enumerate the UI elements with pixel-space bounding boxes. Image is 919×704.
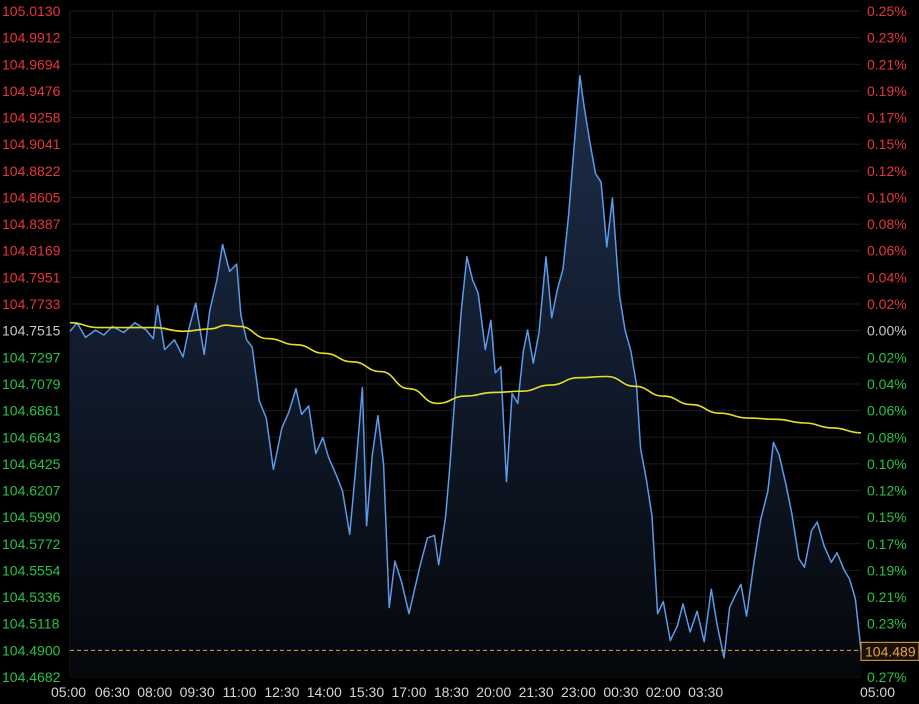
- right-axis-tick-6: 0.12%: [867, 163, 907, 179]
- left-axis-tick-14: 104.7079: [2, 376, 61, 392]
- right-axis-tick-1: 0.23%: [867, 30, 907, 46]
- left-axis-tick-13: 104.7297: [2, 349, 61, 365]
- x-axis-tick-7: 15:30: [349, 684, 384, 700]
- price-line: [69, 75, 862, 659]
- x-axis-tick-10: 20:00: [476, 684, 511, 700]
- left-axis-tick-3: 104.9476: [2, 83, 61, 99]
- x-axis-tick-4: 11:00: [223, 684, 257, 700]
- right-axis-tick-5: 0.15%: [867, 136, 907, 152]
- x-axis-tick-15: 03:30: [688, 684, 723, 700]
- x-axis-tick-0: 05:00: [51, 684, 86, 700]
- right-axis-tick-25: 0.27%: [867, 669, 907, 685]
- right-axis-tick-10: 0.04%: [867, 269, 907, 285]
- right-axis-tick-22: 0.21%: [867, 589, 907, 605]
- left-axis-tick-6: 104.8822: [2, 163, 61, 179]
- left-axis-tick-9: 104.8169: [2, 243, 61, 259]
- right-axis-tick-11: 0.02%: [867, 296, 907, 312]
- right-axis-tick-18: 0.12%: [867, 483, 907, 499]
- x-axis-tick-16: 05:00: [860, 684, 895, 700]
- right-axis-tick-17: 0.10%: [867, 456, 907, 472]
- right-axis-tick-12: 0.00%: [867, 323, 907, 339]
- left-axis-tick-15: 104.6861: [2, 403, 61, 419]
- right-axis-tick-7: 0.10%: [867, 189, 907, 205]
- left-axis-tick-24: 104.4900: [2, 642, 61, 658]
- right-axis-tick-13: 0.02%: [867, 349, 907, 365]
- x-axis-tick-5: 12:30: [264, 684, 299, 700]
- x-axis-tick-14: 02:00: [646, 684, 681, 700]
- x-axis-tick-2: 08:00: [137, 684, 172, 700]
- right-axis-tick-9: 0.06%: [867, 243, 907, 259]
- right-axis-tick-16: 0.08%: [867, 429, 907, 445]
- right-axis-tick-0: 0.25%: [867, 3, 907, 19]
- left-axis-tick-21: 104.5554: [2, 562, 61, 578]
- right-axis-tick-14: 0.04%: [867, 376, 907, 392]
- x-axis-tick-8: 17:00: [391, 684, 426, 700]
- left-axis-tick-10: 104.7951: [2, 269, 61, 285]
- right-axis-tick-3: 0.19%: [867, 83, 907, 99]
- left-axis-tick-12: 104.7515: [2, 323, 61, 339]
- left-axis-tick-11: 104.7733: [2, 296, 61, 312]
- left-axis-tick-25: 104.4682: [2, 669, 61, 685]
- left-axis-tick-0: 105.0130: [2, 3, 61, 19]
- left-axis-tick-18: 104.6207: [2, 483, 61, 499]
- left-axis-tick-22: 104.5336: [2, 589, 61, 605]
- x-axis-tick-6: 14:00: [307, 684, 342, 700]
- left-axis-tick-2: 104.9694: [2, 56, 61, 72]
- left-axis-tick-4: 104.9258: [2, 110, 61, 126]
- left-axis-tick-20: 104.5772: [2, 536, 61, 552]
- right-axis-tick-23: 0.23%: [867, 616, 907, 632]
- left-axis-tick-8: 104.8387: [2, 216, 61, 232]
- left-axis-tick-16: 104.6643: [2, 429, 61, 445]
- left-axis-tick-17: 104.6425: [2, 456, 61, 472]
- x-axis-tick-9: 18:30: [434, 684, 469, 700]
- left-axis-tick-1: 104.9912: [2, 30, 61, 46]
- right-axis-tick-20: 0.17%: [867, 536, 907, 552]
- right-axis-tick-4: 0.17%: [867, 110, 907, 126]
- x-axis-tick-3: 09:30: [180, 684, 215, 700]
- left-axis-tick-23: 104.5118: [2, 616, 60, 632]
- right-axis-tick-21: 0.19%: [867, 562, 907, 578]
- x-axis-tick-13: 00:30: [603, 684, 638, 700]
- left-axis-tick-19: 104.5990: [2, 509, 61, 525]
- right-axis-tick-19: 0.15%: [867, 509, 907, 525]
- right-axis-tick-15: 0.06%: [867, 403, 907, 419]
- moving-average-line: [69, 321, 862, 434]
- left-axis-tick-7: 104.8605: [2, 189, 61, 205]
- last-price-badge: 104.489: [860, 641, 919, 661]
- time-axis: 05:00 06:30 08:00 09:30 11:00 12:30 14:00 15:30…: [51, 684, 895, 700]
- left-price-axis: 105.0130 104.9912 104.9694 104.9476 104.9258…: [2, 3, 61, 685]
- price-area-fill: [70, 75, 861, 678]
- last-price-badge-box: [860, 641, 919, 661]
- x-axis-tick-12: 23:00: [561, 684, 596, 700]
- right-axis-tick-2: 0.21%: [867, 56, 907, 72]
- x-axis-tick-1: 06:30: [95, 684, 130, 700]
- left-axis-tick-5: 104.9041: [2, 136, 61, 152]
- right-axis-tick-8: 0.08%: [867, 216, 907, 232]
- last-price-label: 104.489: [865, 643, 916, 659]
- x-axis-tick-11: 21:30: [519, 684, 554, 700]
